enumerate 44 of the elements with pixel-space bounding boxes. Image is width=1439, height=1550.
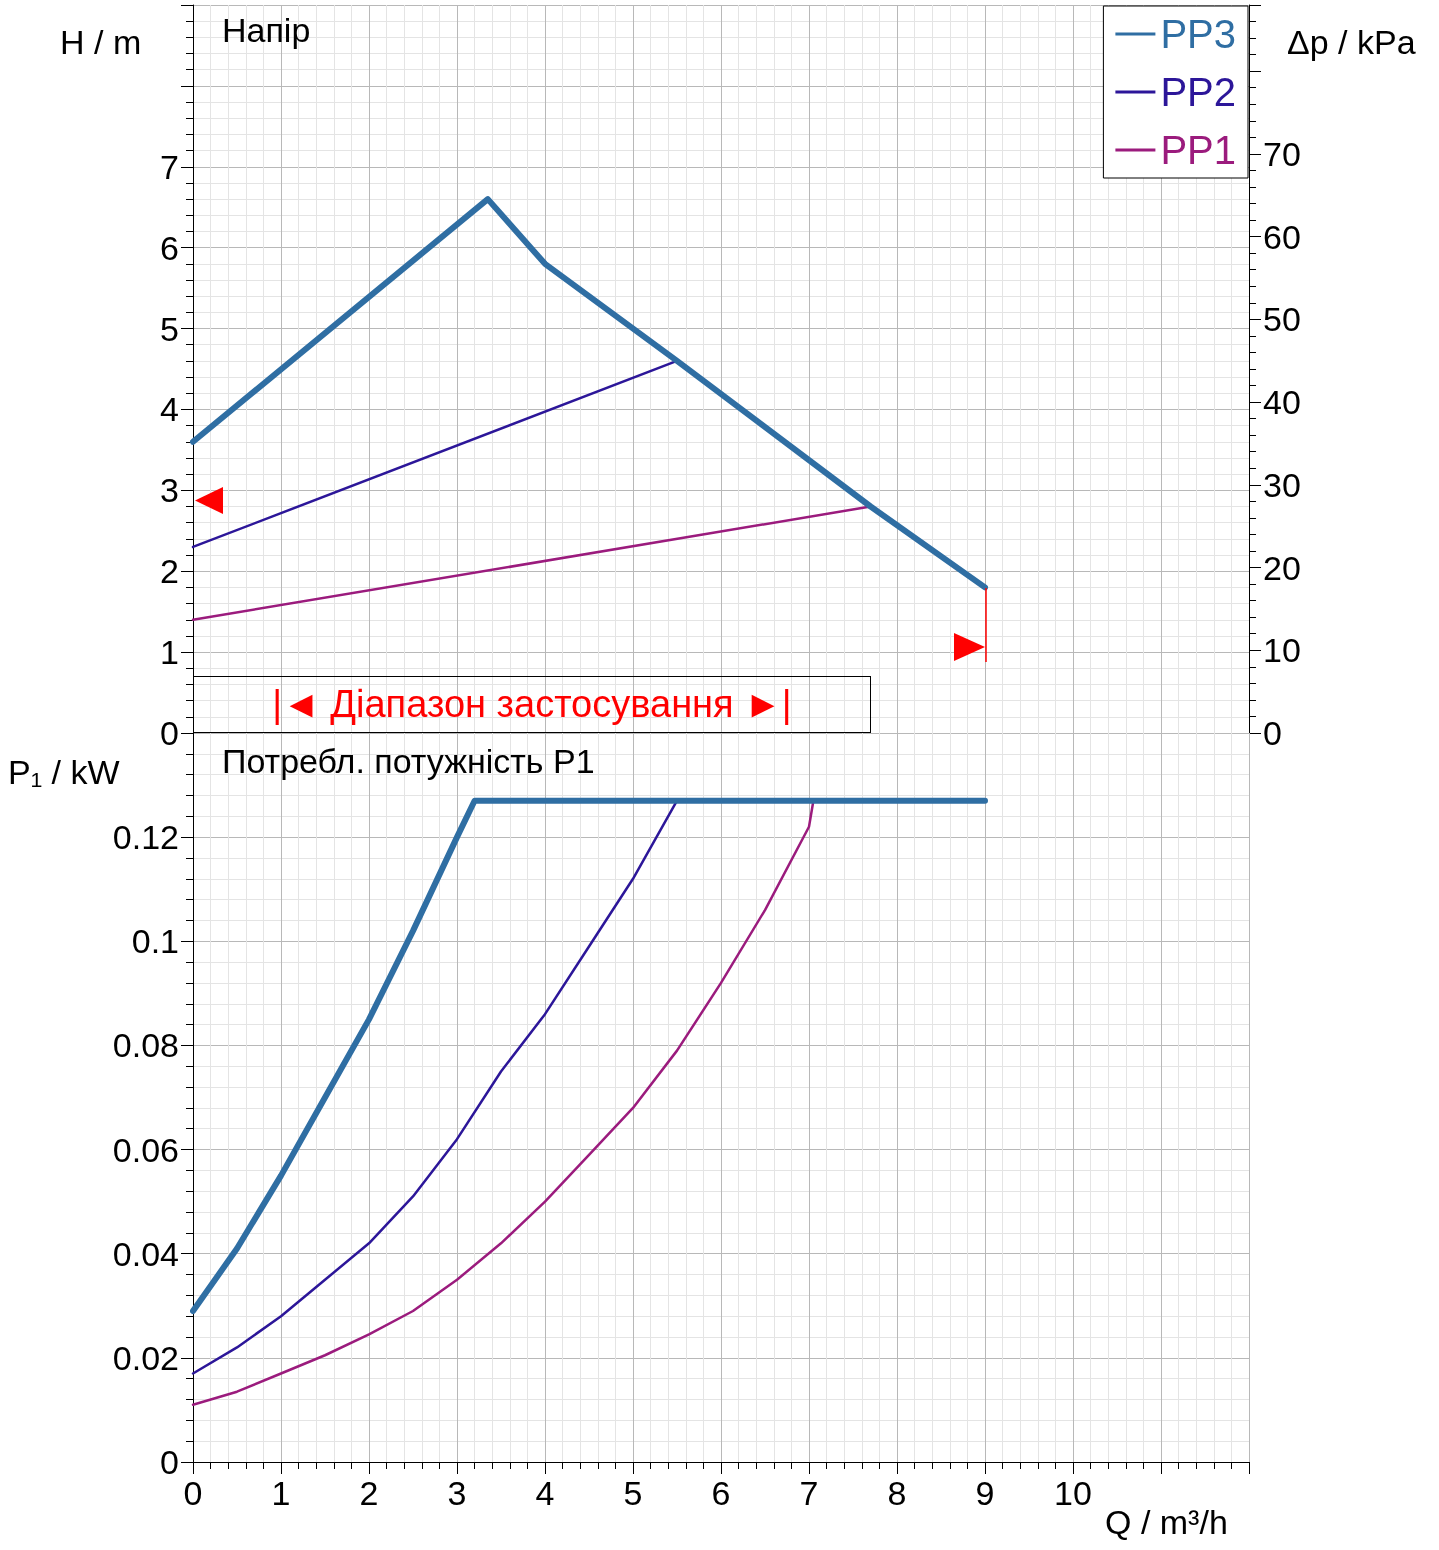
y-tick-label: 0 [160, 714, 179, 752]
x-tick-label: 5 [623, 1474, 643, 1512]
y-axis-title: P₁ / kW [8, 753, 120, 791]
x-tick-label: 0 [183, 1474, 203, 1512]
x-tick-label: 3 [447, 1474, 467, 1512]
y-tick-label: 5 [160, 309, 179, 348]
y2-tick-label: 0 [1263, 714, 1282, 752]
x-tick-label: 7 [799, 1474, 819, 1512]
x-tick-label: 10 [1054, 1474, 1092, 1512]
y2-tick-label: 20 [1263, 548, 1301, 587]
y-tick-label: 4 [160, 390, 179, 429]
x-axis-title: Q / m³/h [1105, 1503, 1228, 1541]
x-tick-label: 2 [359, 1474, 379, 1512]
y-tick-label: 3 [160, 471, 179, 510]
y-tick-label: 0.04 [112, 1234, 179, 1273]
y-axis-title: H / m [60, 23, 142, 61]
y-tick-label: 2 [160, 552, 179, 591]
y2-tick-label: 30 [1263, 465, 1301, 504]
y-tick-label: 7 [160, 147, 179, 186]
y2-tick-label: 60 [1263, 217, 1301, 256]
legend-label: PP1 [1160, 128, 1236, 172]
y-tick-label: 0.02 [112, 1338, 179, 1377]
x-tick-label: 6 [711, 1474, 731, 1512]
y2-tick-label: 40 [1263, 383, 1301, 422]
annotation: |◄ Діапазон застосування ►| [193, 676, 871, 733]
x-tick-label: 9 [975, 1474, 995, 1512]
chart-title: Напір [222, 11, 311, 49]
x-tick-label: 1 [271, 1474, 291, 1512]
chart-title: Потребл. потужність P1 [222, 742, 595, 780]
y2-axis-title: Δp / kPa [1287, 23, 1416, 61]
y-tick-label: 0.08 [112, 1026, 179, 1065]
y-tick-label: 1 [160, 633, 179, 672]
x-tick-label: 8 [887, 1474, 907, 1512]
y-tick-label: 0.1 [131, 922, 179, 961]
y2-tick-label: 70 [1263, 134, 1301, 173]
x-tick-label: 4 [535, 1474, 555, 1512]
y2-tick-label: 10 [1263, 631, 1301, 670]
y-tick-label: 6 [160, 228, 179, 267]
y2-tick-label: 50 [1263, 300, 1301, 339]
y-tick-label: 0.06 [112, 1130, 179, 1169]
legend-label: PP3 [1160, 12, 1236, 56]
y-tick-label: 0.12 [112, 818, 179, 857]
legend-label: PP2 [1160, 70, 1236, 114]
y-tick-label: 0 [160, 1443, 179, 1481]
